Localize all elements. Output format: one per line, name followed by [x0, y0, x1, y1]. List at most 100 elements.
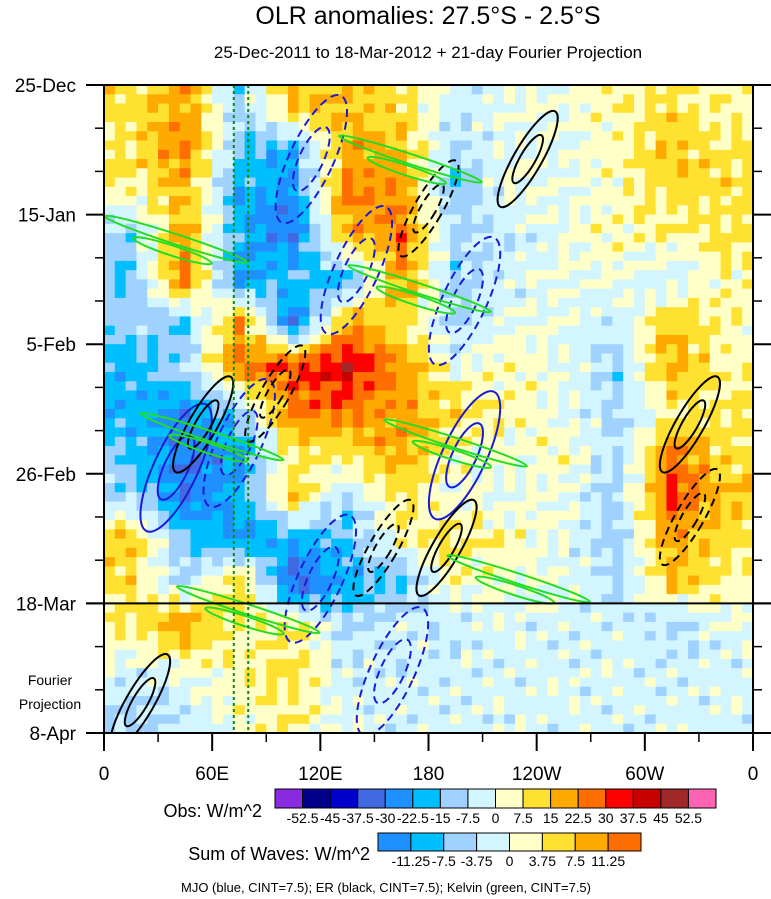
heatmap-cell	[385, 723, 397, 733]
heatmap-cell	[536, 473, 549, 484]
heatmap-cell	[634, 594, 646, 604]
heatmap-cell	[233, 649, 246, 660]
colorbar-box	[274, 788, 304, 809]
heatmap-cell	[590, 631, 603, 642]
heatmap-cell	[212, 362, 224, 373]
heatmap-cell	[742, 668, 753, 679]
heatmap-cell	[569, 316, 581, 327]
heatmap-cell	[277, 510, 289, 521]
heatmap-cell	[634, 649, 646, 660]
heatmap-cell	[298, 251, 311, 262]
heatmap-cell	[504, 473, 516, 484]
heatmap-cell	[601, 242, 613, 253]
heatmap-cell	[720, 260, 732, 271]
heatmap-cell	[287, 297, 300, 308]
heatmap-cell	[255, 177, 267, 188]
colorbar-level-label: 0	[492, 810, 500, 826]
heatmap-cell	[612, 575, 624, 586]
heatmap-cell	[352, 344, 365, 355]
heatmap-cell	[266, 492, 278, 503]
heatmap-cell	[666, 557, 678, 567]
heatmap-cell	[158, 205, 170, 216]
colorbar-box	[476, 832, 510, 852]
heatmap-cell	[158, 723, 170, 733]
heatmap-cell	[374, 297, 386, 308]
heatmap-cell	[298, 122, 311, 132]
waves-colorbar-label: Sum of Waves: W/m^2	[188, 844, 370, 864]
heatmap-cell	[266, 131, 278, 142]
heatmap-cell	[623, 85, 635, 95]
heatmap-cell	[558, 177, 570, 188]
heatmap-cell	[114, 94, 127, 105]
heatmap-cell	[331, 122, 343, 132]
heatmap-cell	[190, 122, 202, 132]
heatmap-cell	[179, 547, 192, 558]
heatmap-cell	[125, 538, 138, 549]
heatmap-cell	[352, 714, 365, 725]
heatmap-cell	[104, 695, 116, 706]
heatmap-cell	[125, 214, 138, 225]
heatmap-cell	[644, 520, 657, 530]
heatmap-cell	[493, 658, 505, 669]
heatmap-cell	[266, 371, 278, 382]
heatmap-cell	[677, 399, 689, 410]
heatmap-cell	[158, 353, 170, 364]
heatmap-cell	[536, 538, 549, 549]
heatmap-cell	[612, 334, 624, 345]
heatmap-cell	[406, 103, 419, 114]
heatmap-cell	[374, 677, 386, 688]
heatmap-cell	[104, 334, 116, 345]
heatmap-cell	[644, 612, 657, 623]
heatmap-cell	[450, 612, 462, 623]
heatmap-cell	[168, 473, 181, 484]
heatmap-cell	[385, 436, 397, 447]
heatmap-cell	[666, 603, 678, 614]
heatmap-cell	[742, 242, 753, 253]
heatmap-cell	[320, 140, 332, 151]
colorbar-level-label: 3.75	[529, 853, 556, 869]
heatmap-cell	[244, 455, 257, 466]
heatmap-cell	[114, 288, 127, 299]
heatmap-cell	[644, 566, 657, 577]
heatmap-cell	[255, 649, 267, 660]
heatmap-cell	[255, 159, 267, 169]
heatmap-cell	[352, 547, 365, 558]
heatmap-cell	[590, 529, 603, 540]
heatmap-cell	[320, 677, 332, 688]
heatmap-cell	[125, 122, 138, 132]
heatmap-cell	[385, 538, 397, 549]
heatmap-cell	[114, 205, 127, 216]
heatmap-cell	[579, 279, 592, 290]
heatmap-cell	[677, 575, 689, 586]
heatmap-cell	[579, 251, 592, 262]
heatmap-cell	[190, 686, 202, 697]
heatmap-cell	[396, 409, 408, 419]
heatmap-cell	[677, 112, 689, 123]
heatmap-cell	[201, 177, 213, 188]
heatmap-cell	[482, 122, 494, 132]
heatmap-cell	[320, 381, 332, 392]
heatmap-cell	[623, 251, 635, 262]
heatmap-cell	[677, 547, 689, 558]
heatmap-cell	[158, 103, 170, 114]
heatmap-cell	[460, 159, 473, 169]
heatmap-cell	[222, 233, 235, 243]
heatmap-cell	[309, 658, 321, 669]
heatmap-cell	[569, 566, 581, 577]
heatmap-cell	[709, 455, 722, 466]
heatmap-cell	[666, 390, 678, 401]
heatmap-cell	[428, 344, 440, 355]
heatmap-cell	[623, 677, 635, 688]
heatmap-cell	[233, 594, 246, 604]
heatmap-cell	[352, 371, 365, 382]
heatmap-cell	[525, 85, 538, 95]
heatmap-cell	[493, 297, 505, 308]
heatmap-cell	[450, 714, 462, 725]
heatmap-cell	[320, 714, 332, 725]
heatmap-cell	[655, 205, 668, 216]
heatmap-cell	[158, 122, 170, 132]
heatmap-cell	[158, 584, 170, 595]
heatmap-cell	[709, 381, 722, 392]
heatmap-cell	[579, 307, 592, 318]
kelvin-contour	[139, 412, 285, 462]
